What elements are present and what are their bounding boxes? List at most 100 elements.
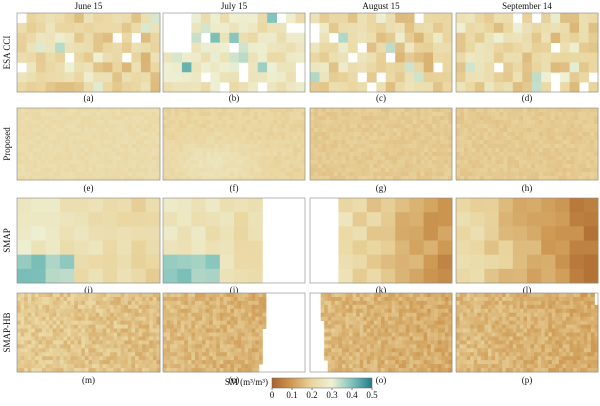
map-cell <box>138 364 143 369</box>
panel-label: (a) <box>84 93 94 103</box>
map-cell <box>427 316 432 322</box>
map-cell <box>38 328 43 333</box>
map-cell <box>366 312 371 318</box>
map-cell <box>226 368 231 373</box>
map-cell <box>72 176 77 181</box>
map-cell <box>24 360 29 365</box>
map-cell <box>178 156 184 161</box>
map-cell <box>325 164 331 169</box>
map-cell <box>191 340 196 345</box>
map-cell <box>36 124 42 129</box>
map-cell <box>20 348 25 353</box>
map-cell <box>369 136 374 141</box>
map-cell <box>293 160 298 165</box>
map-cell <box>463 108 469 113</box>
map-cell <box>184 344 189 349</box>
map-cell <box>444 168 449 173</box>
map-cell <box>257 160 263 165</box>
map-cell <box>17 112 22 117</box>
map-cell <box>566 128 571 133</box>
map-cell <box>140 132 145 137</box>
map-cell <box>237 168 243 173</box>
map-cell <box>400 112 406 117</box>
map-cell <box>570 112 575 117</box>
map-cell <box>120 348 125 353</box>
map-cell <box>226 124 231 129</box>
map-cell <box>277 124 282 129</box>
map-cell <box>479 108 485 113</box>
map-cell <box>363 293 368 298</box>
map-cell <box>134 293 139 298</box>
map-cell <box>463 152 469 157</box>
map-cell <box>17 254 32 270</box>
map-cell <box>64 42 75 53</box>
map-cell <box>416 156 421 161</box>
map-cell <box>345 160 350 165</box>
map-cell <box>92 336 97 341</box>
map-cell <box>68 128 74 133</box>
map-cell <box>100 132 105 137</box>
map-cell <box>590 156 595 161</box>
map-cell <box>132 144 137 149</box>
map-cell <box>329 160 335 165</box>
map-cell <box>414 32 424 44</box>
map-cell <box>258 328 263 333</box>
map-cell <box>77 344 82 349</box>
map-cell <box>194 332 199 337</box>
map-cell <box>184 332 189 337</box>
map-cell <box>448 300 453 306</box>
map-cell <box>80 168 85 173</box>
map-cell <box>198 108 203 113</box>
map-cell <box>285 148 290 153</box>
map-cell <box>317 144 323 149</box>
map-cell <box>68 172 74 177</box>
map-cell <box>333 128 339 133</box>
map-cell <box>495 156 500 161</box>
map-cell <box>493 32 504 44</box>
map-cell <box>166 320 171 325</box>
map-cell <box>74 324 79 329</box>
map-cell <box>76 176 81 181</box>
map-cell <box>170 293 175 298</box>
map-cell <box>163 140 168 145</box>
map-cell <box>166 132 172 137</box>
map-cell <box>248 198 263 213</box>
map-cell <box>194 148 199 153</box>
map-cell <box>320 300 325 306</box>
map-cell <box>412 112 417 117</box>
map-cell <box>338 13 349 24</box>
map-cell <box>17 308 21 314</box>
map-cell <box>70 352 75 357</box>
map-cell <box>84 136 89 141</box>
map-cell <box>116 116 121 121</box>
map-cell <box>210 172 215 177</box>
map-cell <box>442 52 453 63</box>
map-cell <box>251 312 256 318</box>
map-cell <box>186 136 192 141</box>
map-cell <box>49 360 54 365</box>
map-cell <box>244 293 249 298</box>
map-cell <box>523 152 528 157</box>
map-cell <box>356 300 361 306</box>
map-cell <box>81 356 86 361</box>
map-cell <box>432 128 437 133</box>
map-cell <box>550 132 556 137</box>
map-cell <box>366 42 377 53</box>
map-cell <box>474 62 485 73</box>
map-cell <box>590 168 595 173</box>
map-cell <box>253 124 259 129</box>
map-cell <box>241 164 247 169</box>
map-cell <box>132 128 137 133</box>
map-cell <box>321 144 327 149</box>
map-cell <box>479 176 485 181</box>
map-cell <box>64 152 70 157</box>
map-cell <box>349 320 353 325</box>
map-cell <box>48 128 54 133</box>
map-cell <box>396 156 402 161</box>
map-cell <box>112 112 117 117</box>
map-cell <box>590 140 595 145</box>
map-cell <box>400 172 406 177</box>
map-cell <box>191 32 202 44</box>
map-cell <box>108 164 113 169</box>
map-cell <box>512 42 523 53</box>
